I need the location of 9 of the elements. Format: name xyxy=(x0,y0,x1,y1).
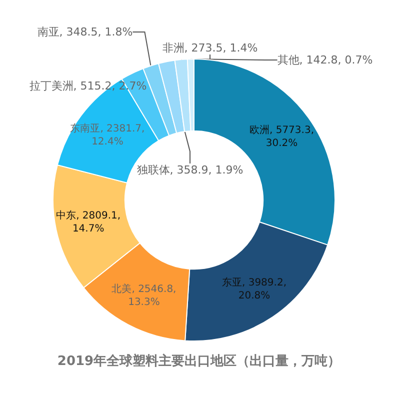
slice-label: 独联体, 358.9, 1.9% xyxy=(136,164,244,176)
slice-label: 欧洲, 5773.3, 30.2% xyxy=(249,124,314,149)
slice-label: 东亚, 3989.2, 20.8% xyxy=(222,276,287,302)
slice-label: 北美, 2546.8, 13.3% xyxy=(112,282,176,308)
slice-label: 非洲, 273.5, 1.4% xyxy=(162,42,258,54)
text: 2019年全球塑料主要出口地区（出口量，万吨） xyxy=(57,353,341,369)
slice-label: 南亚, 348.5, 1.8% xyxy=(37,26,133,38)
slice-label: 中东, 2809.1, 14.7% xyxy=(56,210,121,235)
slice-label: 其他, 142.8, 0.7% xyxy=(277,54,373,66)
